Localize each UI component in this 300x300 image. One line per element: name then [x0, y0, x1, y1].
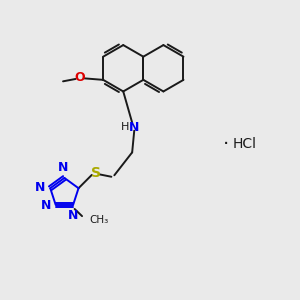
Text: ·: ·	[223, 135, 229, 154]
Text: N: N	[58, 161, 68, 174]
Text: CH₃: CH₃	[90, 215, 109, 225]
Text: N: N	[68, 209, 78, 222]
Text: O: O	[74, 71, 85, 84]
Text: HCl: HCl	[233, 137, 257, 151]
Text: N: N	[35, 181, 46, 194]
Text: S: S	[91, 167, 100, 181]
Text: N: N	[40, 199, 51, 212]
Text: H: H	[121, 122, 130, 131]
Text: N: N	[129, 121, 140, 134]
